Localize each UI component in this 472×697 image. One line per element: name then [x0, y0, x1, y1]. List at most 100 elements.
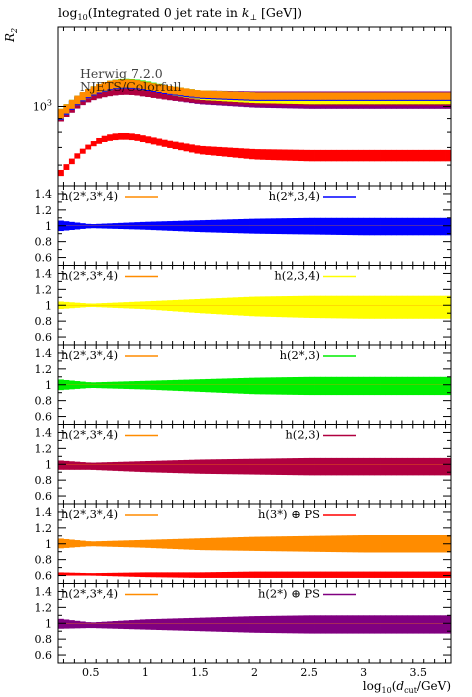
- ratio-band-h-2-3--bin: [216, 459, 223, 475]
- main-band-h-2-3-4--bin: [150, 83, 157, 91]
- ratio-band-h-2-3-4--bin: [352, 217, 359, 236]
- ratio-band-h-3-ps-bin: [270, 571, 277, 578]
- ratio-y-tick-label: 0.8: [35, 554, 53, 567]
- legend-series-label: h(3*) ⊕ PS: [258, 507, 320, 521]
- ratio-band-h-2-3--bin: [85, 382, 92, 389]
- ratio-band-h-3-ps-bin: [390, 571, 397, 578]
- ratio-band-h-3-ps-bin: [194, 572, 201, 578]
- ratio-y-tick-label: 1.2: [35, 442, 53, 455]
- main-band-h-3-ps-bin: [249, 148, 255, 160]
- ratio-band-h-2-3-4--bin: [314, 295, 321, 319]
- ratio-band-h-2-ps-bin: [107, 621, 113, 629]
- main-band-h-3-ps-bin: [298, 149, 305, 162]
- ratio-band-h-3-ps-bin: [429, 571, 436, 578]
- ratio-band-h-2-3--bin: [407, 457, 414, 476]
- ratio-band-h-3-ps-bin: [249, 571, 255, 578]
- ratio-band-h-2-3-4--bin: [385, 217, 392, 236]
- legend-series-label: h(2,3): [285, 428, 320, 442]
- main-band-h-3-ps-bin: [205, 146, 212, 155]
- main-band-h-3-ps-bin: [445, 149, 452, 162]
- ratio-band-h-3-ps-bin: [96, 573, 103, 576]
- ratio-panels: 0.6 0.8 1 1.2 1.4 h(2*,3*,4) h(2*,3,4) 0.6 0.8 1 1…: [35, 185, 452, 664]
- ratio-band-h-2-3--bin: [418, 376, 425, 396]
- ratio-band-h-2-3-4--bin: [221, 219, 228, 233]
- ratio-y-tick-label: 1: [45, 538, 52, 551]
- ratio-band-h-2-3--bin: [221, 459, 228, 475]
- ratio-band-h-3-ps-bin: [118, 572, 124, 577]
- ratio-band-h-2-3--bin: [79, 462, 86, 470]
- ratio-band-h-2-ps-bin: [150, 619, 157, 630]
- main-band-h-2-3-4--bin: [270, 92, 277, 100]
- ratio-band-h-2-3--bin: [139, 461, 146, 473]
- ratio-band-h-2-3--bin: [254, 458, 261, 475]
- ratio-band-h-2-3-4--bin: [401, 295, 408, 319]
- ratio-y-tick-label: 0.8: [35, 315, 53, 328]
- ratio-y-tick-label: 0.6: [35, 649, 53, 662]
- ratio-band-h-2-3--bin: [189, 379, 195, 392]
- ratio-band-h-2-3-4-: [58, 217, 452, 236]
- ratio-band-h-2-ps-bin: [58, 618, 64, 629]
- ratio-band-h-2-ps-bin: [358, 615, 365, 634]
- ratio-band-h-2-3-4--bin: [341, 217, 348, 236]
- ratio-band-h-2-3--bin: [314, 376, 321, 396]
- ratio-band-h-2-3--bin: [401, 457, 408, 476]
- ratio-band-h-2-3-4--bin: [325, 217, 332, 235]
- ratio-band-h-2-3--bin: [90, 382, 97, 389]
- main-band-h-3-ps-bin: [374, 149, 381, 162]
- ratio-band-h-2-ps-bin: [434, 615, 441, 634]
- ratio-band-h-2-3--bin: [276, 458, 283, 475]
- main-band-h-3-ps-bin: [401, 149, 408, 162]
- ratio-band-h-2-ps-bin: [281, 615, 288, 634]
- ratio-band-h-2-3-4--bin: [270, 296, 277, 317]
- ratio-band-h-2-3--bin: [287, 458, 294, 476]
- ratio-band-h-2-3--bin: [320, 457, 326, 476]
- ratio-band-h-3-ps-bin: [309, 571, 315, 578]
- ratio-band-h-2-ps-bin: [254, 616, 261, 633]
- ratio-band-h-3-ps-bin: [298, 571, 305, 578]
- ratio-band-h-2-3--bin: [330, 457, 337, 476]
- main-band-h-2-3-4--bin: [227, 91, 234, 99]
- ratio-band-h-2-ps-bin: [221, 616, 228, 632]
- ratio-band-h-3-ps-bin: [150, 572, 157, 578]
- ratio-band-h-2-ps-bin: [249, 616, 255, 633]
- ratio-band-h-2-3--bin: [281, 377, 288, 395]
- main-band-h-2-3-4--bin: [90, 86, 97, 95]
- ratio-band-h-3-ps-bin: [216, 572, 223, 578]
- main-band-h-3-ps-bin: [412, 149, 419, 162]
- main-band-h-3-ps-bin: [128, 133, 135, 141]
- ratio-band-h-2-ps-bin: [161, 618, 168, 631]
- ratio-band-h-2-3--bin: [101, 462, 108, 471]
- ratio-band-h-2-3-4--bin: [172, 299, 179, 312]
- ratio-band-h-2-3--bin: [134, 461, 141, 472]
- ratio-band-h-2-3--bin: [390, 376, 397, 396]
- ratio-band-h-2-3-4--bin: [330, 295, 337, 319]
- main-band-h-2-3-4--bin: [178, 87, 184, 96]
- ratio-band-h-2-3--bin: [96, 382, 103, 389]
- main-band-h-2-3-4--bin: [199, 90, 206, 98]
- ratio-band-h-2-3--bin: [156, 460, 163, 473]
- main-band-h-2-3-4--bin: [145, 82, 152, 90]
- legend-series-label: h(2*) ⊕ PS: [258, 587, 320, 601]
- ratio-band-h-2-3--bin: [68, 461, 75, 470]
- main-band-h-3-ps-bin: [150, 137, 157, 145]
- main-band-h-3-ps-bin: [183, 143, 190, 152]
- ratio-band-h-2-3-4--bin: [298, 295, 305, 318]
- ratio-band-h-2-3--bin: [172, 379, 179, 391]
- ratio-band-h-2-3--bin: [380, 457, 386, 476]
- ratio-band-h-2-3-4--bin: [292, 295, 299, 318]
- ratio-band-h-2-3--bin: [145, 460, 152, 473]
- legend-reference-label: h(2*,3*,4): [61, 189, 118, 203]
- main-band-h-2-3-4--bin: [210, 90, 217, 99]
- ratio-y-tick-label: 1: [45, 379, 52, 392]
- ratio-band-h-2-3-4--bin: [390, 295, 397, 319]
- ratio-band-h-2-ps-bin: [270, 615, 277, 634]
- ratio-ref-band-bin: [205, 537, 212, 551]
- ratio-panel-h-2-3-4-: 0.6 0.8 1 1.2 1.4 h(2*,3*,4) h(2*,3,4): [35, 185, 452, 266]
- ratio-band-h-2-ps-bin: [112, 621, 119, 629]
- main-band-h-2-3-4--bin: [161, 85, 168, 93]
- ratio-band-h-2-3-4--bin: [309, 217, 315, 235]
- ratio-band-h-2-ps-bin: [183, 618, 190, 631]
- main-band-h-3-ps-bin: [172, 141, 179, 150]
- chart-title: log10(Integrated 0 jet rate in k⊥ [GeV]): [58, 5, 302, 22]
- ratio-band-h-2-3-4--bin: [265, 296, 272, 317]
